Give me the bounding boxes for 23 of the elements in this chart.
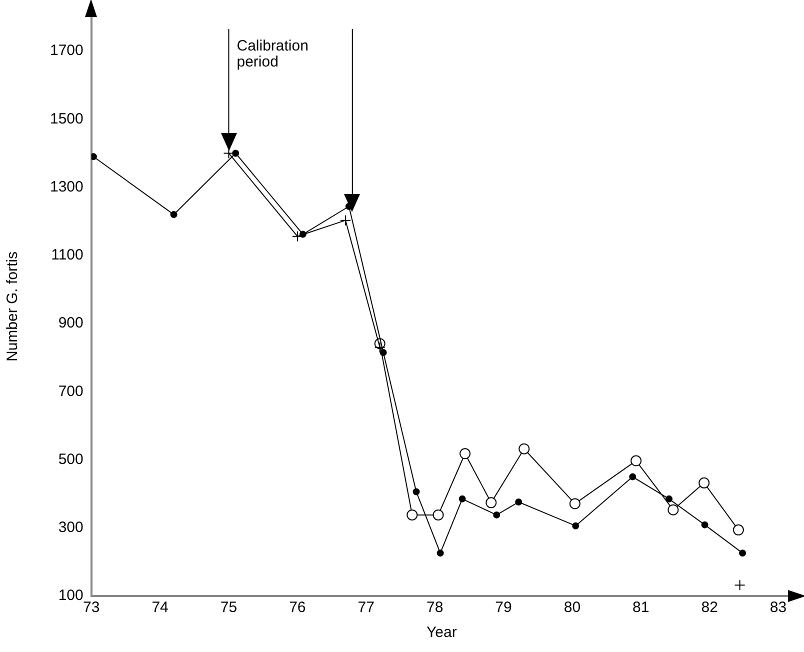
y-tick-label: 700 <box>58 382 84 400</box>
ref-line-label: Calibration period <box>236 38 308 71</box>
x-axis-title: Year <box>426 624 457 642</box>
x-tick-label: 76 <box>289 599 306 616</box>
x-tick-label: 82 <box>701 599 718 616</box>
y-tick-label: 100 <box>58 587 84 604</box>
y-tick-label: 500 <box>58 450 84 468</box>
y-tick-label: 1300 <box>50 178 84 196</box>
y-tick-label: 1100 <box>51 246 84 264</box>
x-tick-label: 75 <box>220 599 238 616</box>
x-tick-label: 78 <box>426 599 444 616</box>
y-tick-label: 300 <box>58 519 84 536</box>
x-tick-label: 73 <box>83 599 100 616</box>
y-tick-label: 1700 <box>50 42 84 60</box>
x-tick-label: 80 <box>564 599 581 616</box>
x-tick-label: 79 <box>495 599 512 616</box>
x-tick-label: 77 <box>358 599 374 616</box>
y-tick-label: 900 <box>58 314 84 332</box>
y-axis-title: Number G. fortis <box>4 251 22 362</box>
y-tick-label: 1500 <box>50 110 84 128</box>
x-tick-label: 74 <box>152 599 168 616</box>
x-tick-label: 83 <box>770 599 787 616</box>
x-tick-label: 81 <box>632 599 650 616</box>
